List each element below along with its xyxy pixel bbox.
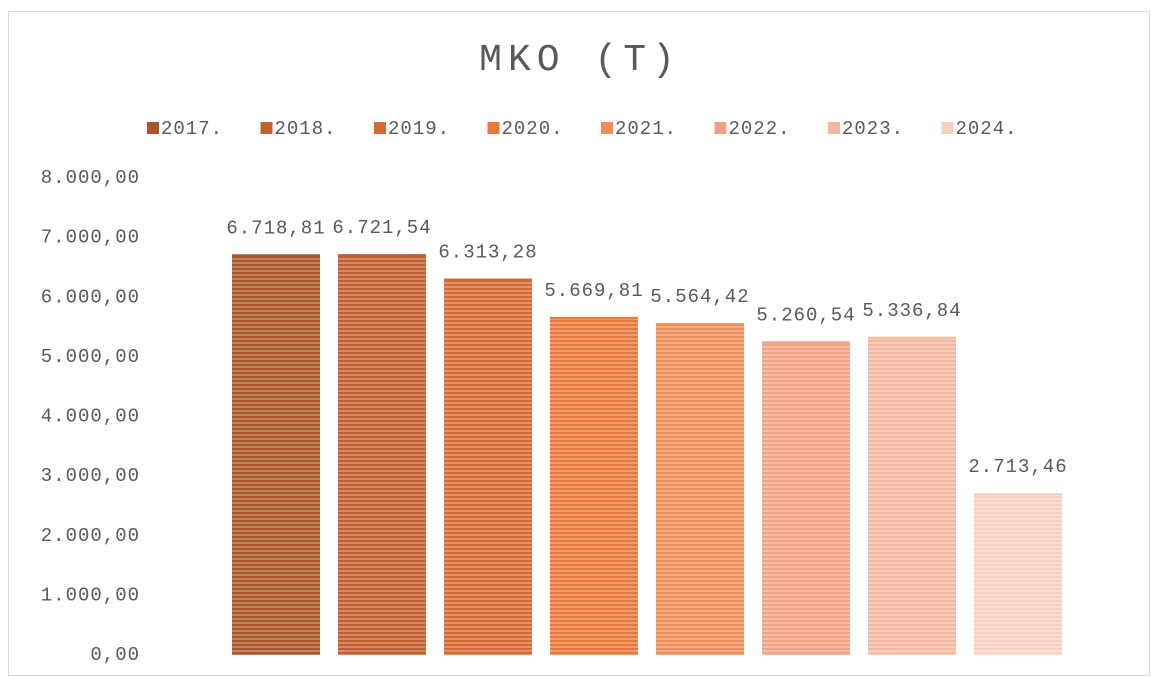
legend-label: 2017. xyxy=(161,118,223,140)
legend-label: 2023. xyxy=(842,118,904,140)
y-tick-label: 5.000,00 xyxy=(41,346,140,368)
data-label: 6.313,28 xyxy=(438,242,537,264)
data-label: 2.713,46 xyxy=(968,456,1067,478)
legend-swatch xyxy=(147,122,159,134)
bar xyxy=(338,254,426,655)
data-label: 6.718,81 xyxy=(226,217,325,239)
bar xyxy=(762,341,850,655)
bar xyxy=(868,336,956,655)
legend-swatch xyxy=(260,122,273,134)
data-label: 5.336,84 xyxy=(862,300,961,322)
bar-top xyxy=(762,341,850,344)
legend-swatch xyxy=(941,122,954,134)
y-tick-label: 4.000,00 xyxy=(41,406,140,428)
y-tick-label: 2.000,00 xyxy=(41,525,140,547)
y-tick-label: 7.000,00 xyxy=(41,227,140,249)
bar-top xyxy=(974,493,1062,496)
legend-swatch xyxy=(487,122,500,134)
legend-label: 2018. xyxy=(275,118,337,140)
legend-swatch xyxy=(601,122,613,134)
bar xyxy=(232,254,320,655)
y-tick-label: 8.000,00 xyxy=(41,167,140,189)
bar-top xyxy=(550,316,638,319)
bar xyxy=(550,316,638,655)
bar xyxy=(656,323,744,655)
legend-label: 2021. xyxy=(615,118,677,140)
legend-swatch xyxy=(714,122,727,134)
legend-swatch xyxy=(828,122,840,134)
y-tick-label: 6.000,00 xyxy=(41,286,140,308)
data-label: 6.721,54 xyxy=(332,217,431,239)
legend-label: 2022. xyxy=(729,118,791,140)
bar-top xyxy=(656,323,744,326)
y-tick-label: 0,00 xyxy=(90,644,140,666)
chart-title: MKO (T) xyxy=(479,39,681,82)
y-tick-label: 3.000,00 xyxy=(41,465,140,487)
bar-top xyxy=(868,336,956,339)
legend-swatch xyxy=(374,122,386,134)
bar-top xyxy=(444,278,532,281)
legend-label: 2024. xyxy=(956,118,1018,140)
legend-label: 2020. xyxy=(502,118,564,140)
bar xyxy=(974,493,1062,655)
bar-top xyxy=(338,254,426,257)
data-label: 5.669,81 xyxy=(544,280,643,302)
bar xyxy=(444,278,532,655)
legend-label: 2019. xyxy=(388,118,450,140)
data-label: 5.260,54 xyxy=(756,304,855,326)
data-label: 5.564,42 xyxy=(650,286,749,308)
y-tick-label: 1.000,00 xyxy=(41,584,140,606)
bar-top xyxy=(232,254,320,257)
